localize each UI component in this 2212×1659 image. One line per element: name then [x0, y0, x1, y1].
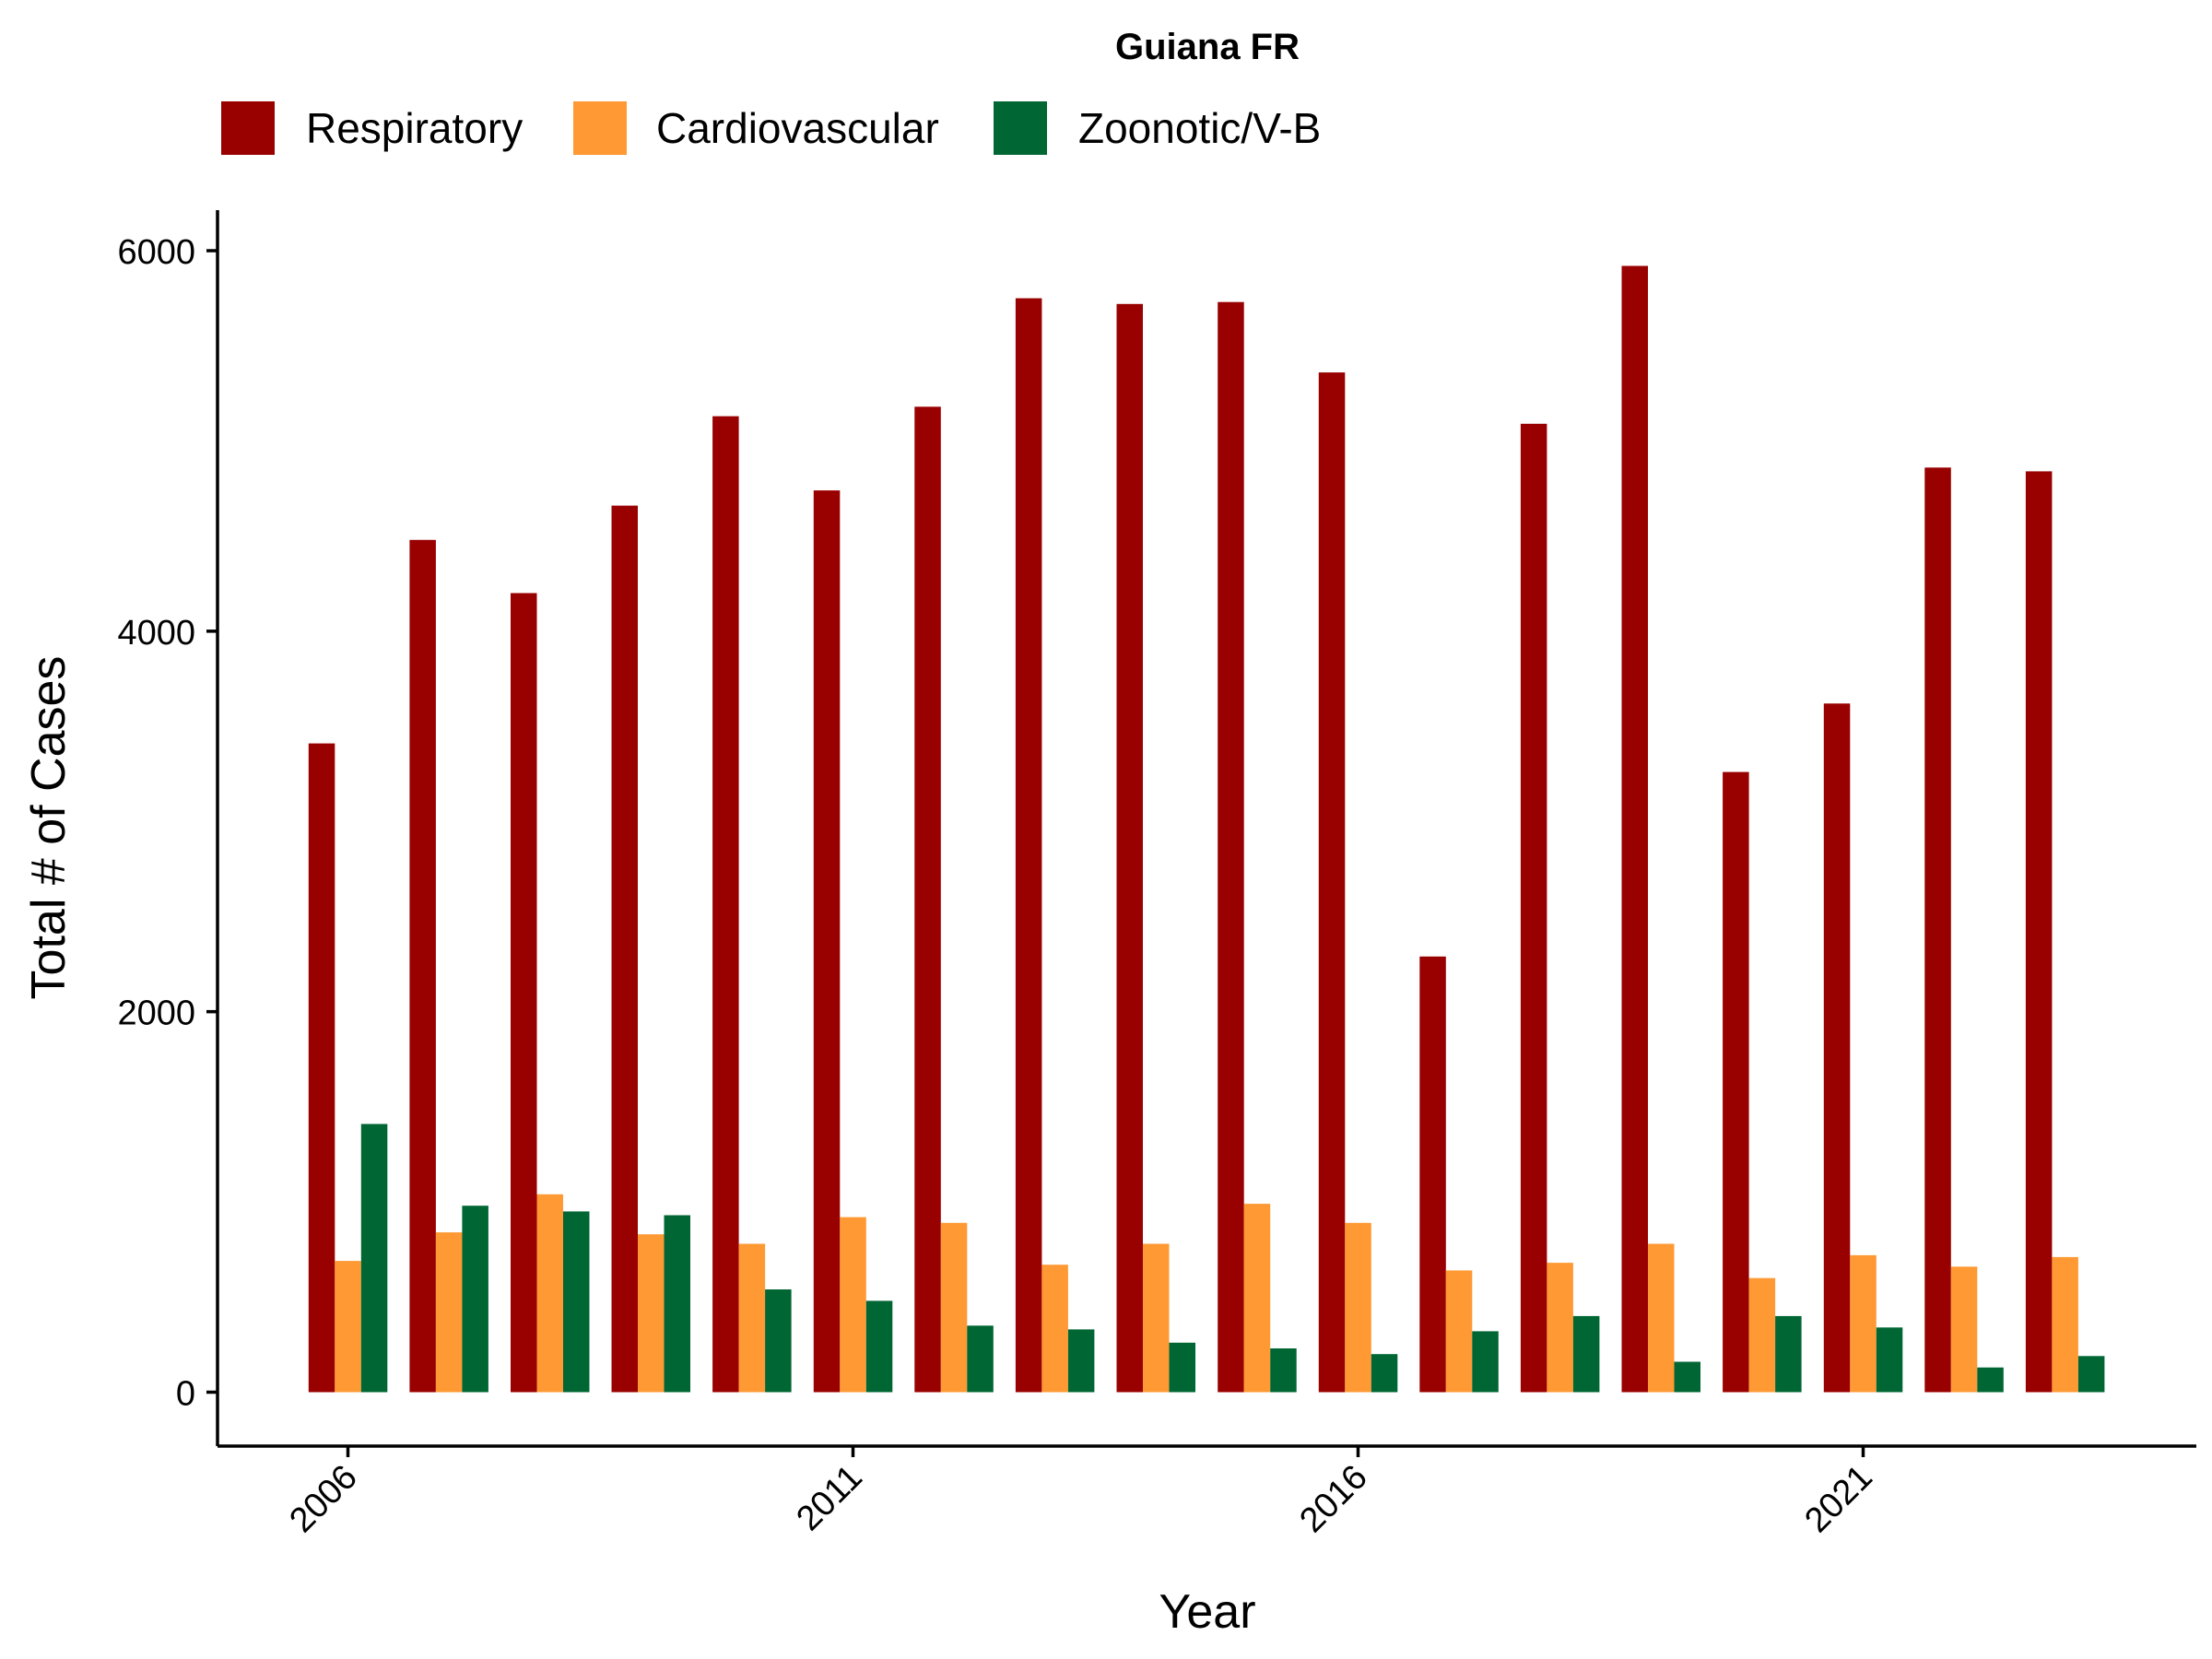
x-axis-ticks: 2006 2011 2016 2021 — [282, 1446, 1880, 1540]
bar-respiratory-2017 — [1419, 956, 1446, 1393]
bar-cardiovascular-2019 — [1648, 1243, 1675, 1393]
bar-cardiovascular-2017 — [1445, 1270, 1473, 1393]
x-axis-title: Year — [1159, 1585, 1255, 1639]
bar-cardiovascular-2009 — [638, 1234, 665, 1393]
bar-cardiovascular-2016 — [1345, 1222, 1371, 1393]
legend-swatch-cardiovascular — [573, 101, 627, 155]
x-tick-label-2021: 2021 — [1797, 1458, 1879, 1540]
bars — [308, 265, 2105, 1393]
y-tick-label-4000: 4000 — [117, 614, 195, 653]
bar-zoonotic-v-b-2008 — [563, 1211, 590, 1393]
bar-cardiovascular-2007 — [435, 1232, 463, 1393]
bar-zoonotic-v-b-2015 — [1270, 1348, 1297, 1393]
bar-cardiovascular-2006 — [335, 1261, 361, 1393]
bar-respiratory-2013 — [1015, 298, 1042, 1393]
bar-respiratory-2023 — [2025, 471, 2053, 1393]
bar-zoonotic-v-b-2011 — [865, 1300, 893, 1393]
bar-zoonotic-v-b-2007 — [462, 1206, 488, 1393]
bar-zoonotic-v-b-2022 — [1977, 1367, 2004, 1393]
bar-cardiovascular-2008 — [536, 1194, 563, 1393]
bar-cardiovascular-2014 — [1143, 1243, 1170, 1393]
legend-swatch-zoonotic-v-b — [994, 101, 1047, 155]
bar-zoonotic-v-b-2023 — [2077, 1356, 2105, 1393]
bar-zoonotic-v-b-2016 — [1371, 1354, 1398, 1393]
bar-zoonotic-v-b-2009 — [664, 1215, 690, 1393]
bar-respiratory-2015 — [1218, 301, 1244, 1393]
bar-cardiovascular-2013 — [1041, 1265, 1068, 1393]
bar-cardiovascular-2022 — [1950, 1266, 1978, 1393]
legend: Respiratory Cardiovascular Zoonotic/V-B — [221, 101, 1321, 155]
x-tick-label-2006: 2006 — [282, 1458, 364, 1540]
x-tick-label-2016: 2016 — [1292, 1458, 1374, 1540]
bar-respiratory-2016 — [1318, 372, 1346, 1393]
bar-zoonotic-v-b-2019 — [1674, 1361, 1700, 1393]
bar-zoonotic-v-b-2014 — [1169, 1342, 1195, 1393]
bar-respiratory-2019 — [1621, 265, 1648, 1393]
bar-respiratory-2012 — [914, 406, 941, 1393]
bar-zoonotic-v-b-2020 — [1775, 1315, 1802, 1393]
bar-zoonotic-v-b-2006 — [360, 1124, 388, 1393]
bar-zoonotic-v-b-2018 — [1572, 1315, 1600, 1393]
bar-cardiovascular-2010 — [738, 1243, 766, 1393]
bar-respiratory-2014 — [1116, 303, 1143, 1393]
legend-label-respiratory: Respiratory — [306, 104, 523, 152]
bar-cardiovascular-2023 — [2052, 1256, 2078, 1393]
bar-respiratory-2021 — [1823, 703, 1851, 1393]
bar-respiratory-2018 — [1520, 423, 1547, 1393]
y-axis-ticks: 0 2000 4000 6000 — [117, 233, 218, 1414]
bar-cardiovascular-2012 — [940, 1222, 968, 1393]
bar-respiratory-2008 — [511, 593, 537, 1393]
bar-cardiovascular-2020 — [1748, 1277, 1776, 1393]
y-tick-label-2000: 2000 — [117, 994, 195, 1033]
bar-respiratory-2006 — [308, 743, 335, 1393]
chart-title: Guiana FR — [1115, 27, 1300, 67]
bar-zoonotic-v-b-2012 — [967, 1325, 994, 1393]
bar-respiratory-2022 — [1924, 467, 1951, 1393]
legend-swatch-respiratory — [221, 101, 275, 155]
bar-cardiovascular-2011 — [840, 1217, 866, 1393]
bar-respiratory-2009 — [611, 505, 638, 1393]
bar-zoonotic-v-b-2017 — [1472, 1331, 1499, 1393]
bar-zoonotic-v-b-2013 — [1067, 1329, 1095, 1393]
bar-cardiovascular-2021 — [1850, 1254, 1877, 1393]
bar-cardiovascular-2018 — [1547, 1263, 1573, 1393]
bar-respiratory-2007 — [409, 539, 436, 1393]
bar-respiratory-2010 — [712, 416, 739, 1393]
legend-label-cardiovascular: Cardiovascular — [656, 104, 939, 152]
legend-label-zoonotic-v-b: Zoonotic/V-B — [1078, 104, 1321, 152]
x-tick-label-2011: 2011 — [789, 1458, 869, 1538]
bar-respiratory-2020 — [1723, 771, 1749, 1393]
bar-zoonotic-v-b-2010 — [765, 1289, 792, 1393]
bar-respiratory-2011 — [813, 490, 841, 1393]
y-tick-label-6000: 6000 — [117, 233, 195, 272]
bar-cardiovascular-2015 — [1243, 1204, 1271, 1393]
y-tick-label-0: 0 — [176, 1375, 195, 1414]
bar-zoonotic-v-b-2021 — [1876, 1327, 1903, 1393]
y-axis-title: Total # of Cases — [22, 656, 76, 1000]
